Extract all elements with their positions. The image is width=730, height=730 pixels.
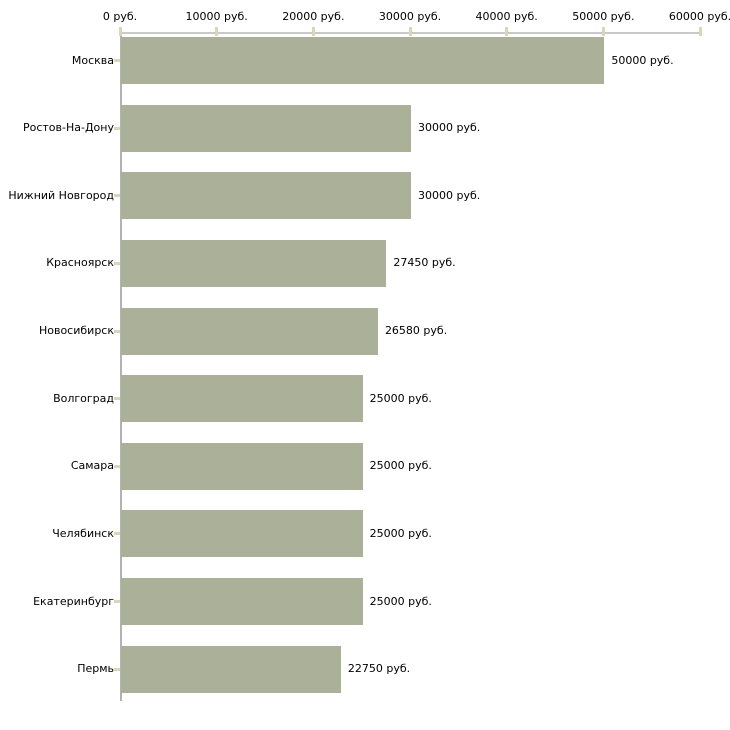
value-label: 50000 руб.: [611, 53, 674, 67]
x-axis-tick: [118, 27, 122, 36]
x-axis-tick: [408, 27, 412, 36]
y-axis-tick: [114, 532, 120, 536]
category-label: Самара: [70, 459, 114, 473]
x-axis-tick: [505, 27, 509, 36]
category-label: Пермь: [77, 662, 114, 676]
y-axis-tick: [114, 464, 120, 468]
y-axis-tick: [114, 261, 120, 265]
bar: [121, 442, 363, 490]
x-axis-tick-label: 30000 руб.: [378, 10, 442, 23]
y-axis-line: [120, 32, 122, 701]
value-label: 30000 руб.: [418, 121, 481, 135]
category-label: Красноярск: [46, 256, 114, 270]
value-label: 26580 руб.: [384, 324, 448, 338]
value-label: 22750 руб.: [347, 662, 411, 676]
y-axis-tick: [114, 667, 120, 671]
bar: [121, 37, 605, 84]
x-axis-tick-label: 50000 руб.: [572, 10, 635, 23]
category-label: Нижний Новгород: [8, 188, 114, 202]
y-axis-tick: [114, 126, 120, 130]
category-label: Ростов-На-Дону: [22, 121, 114, 135]
value-label: 27450 руб.: [393, 256, 456, 270]
x-axis-tick: [215, 27, 219, 36]
y-axis-tick: [114, 600, 120, 604]
x-axis-tick: [311, 27, 315, 36]
x-axis-tick-label: 40000 руб.: [475, 10, 538, 23]
value-label: 25000 руб.: [369, 459, 432, 473]
bar: [121, 510, 363, 558]
bar: [121, 645, 341, 693]
bar: [121, 172, 411, 220]
y-axis-tick: [114, 194, 120, 198]
x-axis-tick-label: 10000 руб.: [185, 10, 248, 23]
y-axis-tick: [114, 397, 120, 401]
category-label: Волгоград: [53, 391, 114, 405]
value-label: 25000 руб.: [369, 594, 432, 608]
value-label: 25000 руб.: [369, 526, 432, 540]
value-label: 25000 руб.: [369, 391, 432, 405]
y-axis-tick: [114, 59, 120, 62]
x-axis-tick: [601, 27, 605, 36]
y-axis-tick: [114, 329, 120, 333]
bar: [121, 578, 363, 626]
x-axis-tick-label: 0 руб.: [102, 10, 138, 23]
bar: [121, 104, 411, 152]
category-label: Новосибирск: [38, 324, 114, 338]
x-axis-tick-label: 20000 руб.: [282, 10, 345, 23]
bar: [121, 307, 378, 355]
x-axis-tick-label: 60000 руб.: [668, 10, 730, 23]
x-axis-tick: [698, 27, 702, 36]
bar: [121, 375, 363, 423]
value-label: 30000 руб.: [418, 188, 481, 202]
bar: [121, 239, 387, 287]
category-label: Челябинск: [52, 526, 114, 540]
category-label: Екатеринбург: [33, 594, 114, 608]
category-label: Москва: [71, 53, 114, 67]
